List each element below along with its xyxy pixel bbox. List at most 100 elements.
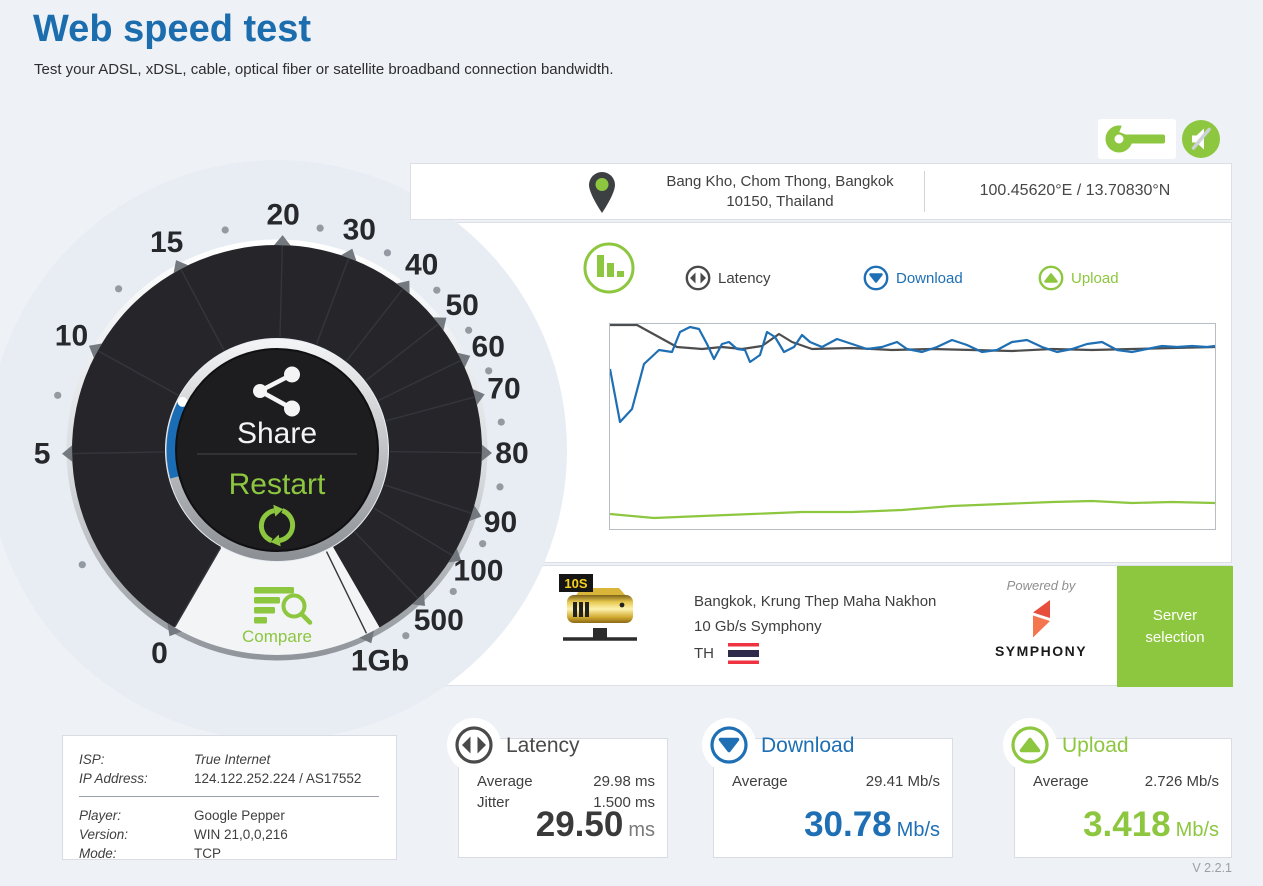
gauge-scale-label: 10 <box>55 320 88 353</box>
server-selection-button[interactable]: Server selection <box>1117 566 1233 687</box>
gauge-scale-label: 20 <box>266 199 299 232</box>
gauge-tick <box>396 280 410 294</box>
mute-button[interactable] <box>1182 120 1220 158</box>
download-main-value: 30.78 <box>804 805 892 844</box>
upload-main-value: 3.418 <box>1083 805 1171 844</box>
share-button[interactable]: Share <box>237 417 317 450</box>
gauge-inner-rim <box>166 339 388 561</box>
average-label: Average <box>477 773 533 790</box>
settings-button[interactable] <box>1098 119 1176 159</box>
upload-icon <box>1011 726 1049 764</box>
thailand-flag-icon <box>728 643 759 664</box>
average-value: 29.98 ms <box>593 773 655 790</box>
location-pin-icon <box>589 172 615 213</box>
upload-card-title: Upload <box>1062 734 1129 757</box>
average-label: Average <box>732 773 788 790</box>
gauge-minor-dot <box>114 285 123 293</box>
download-icon <box>863 265 889 291</box>
divider <box>79 796 379 797</box>
gauge-segment-line <box>98 350 179 396</box>
server-city: Bangkok, Krung Thep Maha Nakhon <box>694 593 937 610</box>
download-icon <box>710 726 748 764</box>
latency-card-title: Latency <box>506 734 580 757</box>
gauge-segment-line <box>180 269 225 351</box>
upload-main-unit: Mb/s <box>1175 819 1219 841</box>
average-label: Average <box>1033 773 1089 790</box>
restart-icon[interactable] <box>258 504 296 547</box>
wrench-icon <box>1105 122 1165 153</box>
gauge-tick <box>274 235 291 246</box>
gauge-minor-dot <box>316 224 324 232</box>
upload-icon <box>1038 265 1064 291</box>
legend-download: Download <box>863 265 963 291</box>
speed-trace-chart <box>609 323 1216 530</box>
latency-icon <box>685 265 711 291</box>
gauge-center <box>175 348 379 552</box>
gauge-segment-line <box>315 258 350 345</box>
brand-name: SYMPHONY <box>994 643 1088 659</box>
country-code: TH <box>694 645 714 662</box>
mode-value: TCP <box>194 846 221 861</box>
player-value: Google Pepper <box>194 808 285 823</box>
jitter-label: Jitter <box>477 794 510 811</box>
gauge-tick <box>88 343 102 358</box>
download-line <box>610 325 1215 424</box>
legend-latency-label: Latency <box>718 269 771 287</box>
gauge-minor-dot <box>78 561 86 569</box>
download-result-card: Download Average 29.41 Mb/s 30.78 Mb/s <box>702 718 953 858</box>
symphony-logo-icon <box>1033 600 1050 638</box>
gauge-segment-line <box>325 551 368 634</box>
gauge-minor-dot <box>402 632 410 640</box>
gauge-segment-line <box>279 246 284 338</box>
latency-card-icon-wrap <box>447 718 501 772</box>
legend-upload-label: Upload <box>1071 269 1119 287</box>
version-label: Version: <box>79 827 129 842</box>
legend-latency: Latency <box>685 265 771 291</box>
gauge-arc-highlight <box>177 396 188 407</box>
isp-label: ISP: <box>79 752 105 767</box>
average-value: 29.41 Mb/s <box>865 773 940 790</box>
gauge-tick <box>173 260 189 274</box>
gauge-scale-label: 5 <box>34 438 51 471</box>
mode-label: Mode: <box>79 846 117 861</box>
gauge-minor-dot <box>383 249 392 257</box>
legend-upload: Upload <box>1038 265 1119 291</box>
latency-main-unit: ms <box>628 819 655 841</box>
compare-button[interactable]: Compare <box>242 627 312 646</box>
average-value: 2.726 Mb/s <box>1144 773 1219 790</box>
player-label: Player: <box>79 808 122 823</box>
gauge-scale-label: 1Gb <box>351 645 409 678</box>
location-place: Bang Kho, Chom Thong, Bangkok 10150, Tha… <box>666 173 894 210</box>
location-bar: Bang Kho, Chom Thong, Bangkok 10150, Tha… <box>410 163 1232 220</box>
compare-icon[interactable] <box>254 587 313 625</box>
isp-value: True Internet <box>194 752 271 767</box>
share-icon[interactable] <box>253 366 300 417</box>
powered-by-label: Powered by <box>1006 578 1076 593</box>
gauge-tick <box>359 630 375 644</box>
gauge-compare-wedge <box>174 547 380 655</box>
ip-label: IP Address: <box>79 771 148 786</box>
upload-line <box>610 499 1215 520</box>
gauge-minor-dot <box>221 226 229 234</box>
gauge-progress-arc <box>166 399 187 479</box>
restart-button[interactable]: Restart <box>229 468 326 501</box>
latency-result-card: Latency Average 29.98 ms Jitter 1.500 ms 2… <box>447 718 668 858</box>
gauge-scale-label: 30 <box>343 213 376 246</box>
gauge-segment-line <box>73 451 165 455</box>
powered-by-block: Powered by SYMPHONY <box>981 578 1101 659</box>
server-name: 10 Gb/s Symphony <box>694 618 822 635</box>
gauge-segment-line <box>346 288 404 362</box>
gauge-tick <box>62 445 73 462</box>
muted-speaker-icon <box>1182 120 1220 158</box>
app-version: V 2.2.1 <box>1192 861 1232 875</box>
divider <box>924 171 925 212</box>
page-subtitle: Test your ADSL, xDSL, cable, optical fib… <box>34 61 614 78</box>
isp-info-card: ISP: True Internet IP Address: 124.122.252… <box>62 735 397 861</box>
chart-panel: Latency Download Upload <box>410 222 1232 563</box>
gauge-scale-label: 15 <box>150 226 183 259</box>
location-coordinates: 100.45620°E / 13.70830°N <box>979 182 1171 199</box>
download-card-icon-wrap <box>702 718 756 772</box>
server-icon: 10S <box>559 574 637 641</box>
latency-icon <box>455 726 493 764</box>
gauge-minor-dot <box>54 391 62 399</box>
